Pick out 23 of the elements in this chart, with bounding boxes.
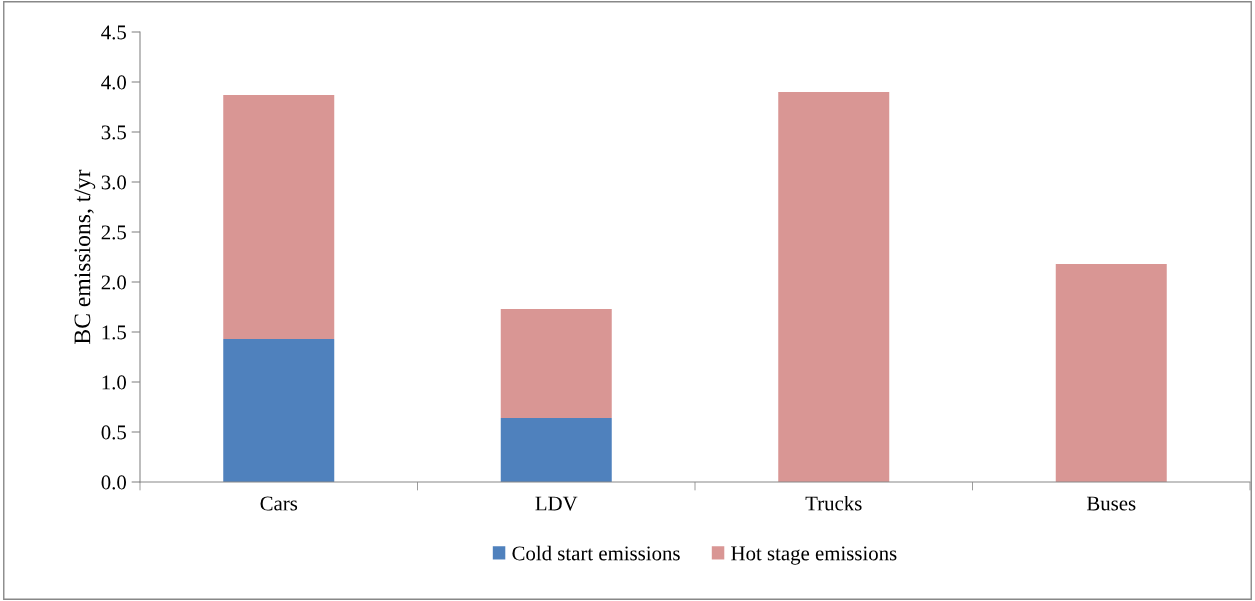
x-tick-label: Trucks xyxy=(805,495,862,511)
y-tick-label: 2.0 xyxy=(101,275,127,290)
x-tick-label: Cars xyxy=(260,496,298,511)
bar xyxy=(778,92,890,482)
x-tick-label: LDV xyxy=(535,496,578,511)
y-tick-label: 3.0 xyxy=(101,175,127,190)
bar xyxy=(1055,264,1167,482)
y-tick-label: 2.5 xyxy=(101,225,126,240)
y-tick-label: 0.0 xyxy=(101,475,127,490)
y-tick-label: 1.5 xyxy=(102,325,126,340)
y-tick-label: 3.5 xyxy=(101,125,126,140)
y-tick-label: 1.0 xyxy=(102,375,127,390)
bar xyxy=(500,309,612,418)
y-axis-title: BC emissions, t/yr xyxy=(74,169,96,344)
legend-label: Cold start emissions xyxy=(512,545,680,561)
bar xyxy=(223,95,335,339)
y-tick-label: 4.5 xyxy=(101,25,126,40)
bar xyxy=(500,418,612,482)
bar xyxy=(223,339,335,482)
legend-label: Hot stage emissions xyxy=(731,546,897,565)
y-tick-label: 4.0 xyxy=(101,75,127,90)
y-tick-label: 0.5 xyxy=(101,425,126,440)
x-tick-label: Buses xyxy=(1086,496,1136,511)
